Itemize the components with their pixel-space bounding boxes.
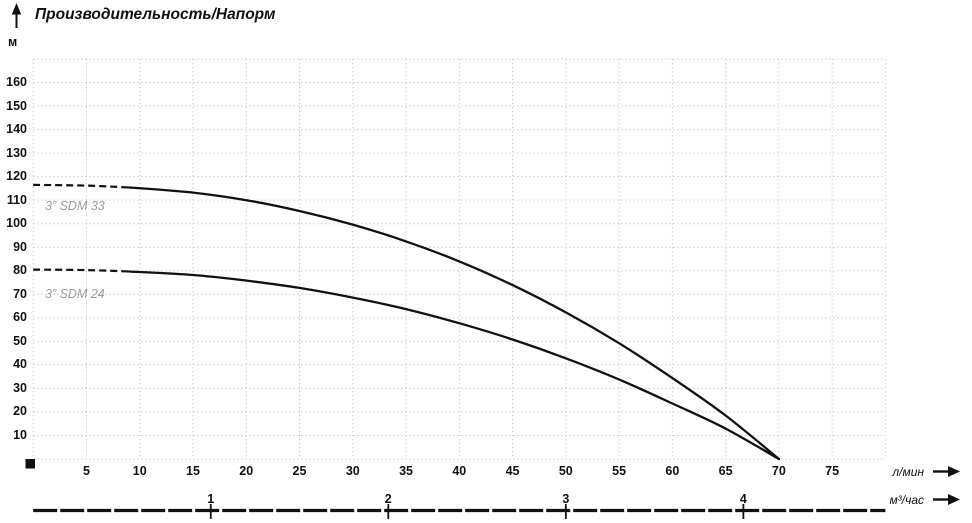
pump-curve bbox=[127, 186, 781, 461]
x-tick-label-m3h: 2 bbox=[384, 492, 392, 506]
x-tick-label-lmin: 20 bbox=[239, 464, 254, 478]
x-tick-label-m3h: 4 bbox=[739, 492, 747, 506]
y-tick-label: 50 bbox=[13, 333, 27, 348]
curve-label: 3” SDM 33 bbox=[45, 199, 105, 213]
chart-title: Производительность/Напорм bbox=[35, 6, 276, 23]
x-tick-label-lmin: 25 bbox=[292, 464, 307, 478]
curve-label: 3” SDM 24 bbox=[45, 287, 105, 301]
x-axis-arrow-head-icon bbox=[948, 494, 960, 505]
y-tick-label: 160 bbox=[6, 75, 27, 90]
x-tick-label-lmin: 15 bbox=[186, 464, 200, 478]
x-tick-label-lmin: 75 bbox=[825, 464, 840, 478]
x-tick-label-lmin: 5 bbox=[82, 464, 90, 478]
y-tick-label: 120 bbox=[6, 169, 27, 184]
pump-curve-dashed-segment bbox=[33, 268, 130, 273]
y-tick-label: 40 bbox=[13, 357, 27, 372]
pump-curve-dashed-segment bbox=[33, 183, 130, 189]
x-tick-label-lmin: 30 bbox=[345, 464, 360, 478]
x-tick-label-m3h: 1 bbox=[207, 492, 215, 506]
origin-marker-square bbox=[25, 459, 35, 469]
x-tick-label-lmin: 10 bbox=[132, 464, 147, 478]
x-axis-lmin-unit-label: л/мин bbox=[892, 465, 924, 479]
y-tick-label: 110 bbox=[6, 192, 27, 207]
y-tick-label: 100 bbox=[6, 216, 27, 231]
y-tick-label: 90 bbox=[13, 239, 27, 254]
x-tick-label-m3h: 3 bbox=[562, 492, 570, 506]
y-tick-label: 70 bbox=[13, 286, 27, 301]
y-tick-label: 30 bbox=[13, 380, 27, 395]
x-tick-label-lmin: 35 bbox=[399, 464, 413, 478]
x-tick-label-lmin: 45 bbox=[505, 464, 520, 478]
y-tick-label: 10 bbox=[13, 427, 27, 442]
x-tick-label-lmin: 50 bbox=[558, 464, 573, 478]
pump-curve bbox=[127, 270, 781, 461]
y-tick-label: 80 bbox=[13, 263, 27, 278]
x-tick-label-lmin: 55 bbox=[612, 464, 627, 478]
x-axis-arrow-head-icon bbox=[948, 466, 960, 477]
y-tick-label: 60 bbox=[13, 310, 27, 325]
x-tick-label-lmin: 70 bbox=[771, 464, 786, 478]
y-tick-label: 150 bbox=[6, 98, 27, 113]
y-tick-label: 130 bbox=[6, 145, 27, 160]
y-tick-label: 20 bbox=[13, 404, 27, 419]
x-tick-label-lmin: 40 bbox=[452, 464, 467, 478]
y-axis-unit-label: м bbox=[8, 35, 18, 49]
x-axis-m3h-unit-label: м³/час bbox=[889, 493, 924, 507]
x-tick-label-lmin: 65 bbox=[718, 464, 733, 478]
y-tick-label: 140 bbox=[6, 122, 27, 137]
y-axis-arrow-head-icon bbox=[11, 3, 22, 15]
x-tick-label-lmin: 60 bbox=[665, 464, 680, 478]
